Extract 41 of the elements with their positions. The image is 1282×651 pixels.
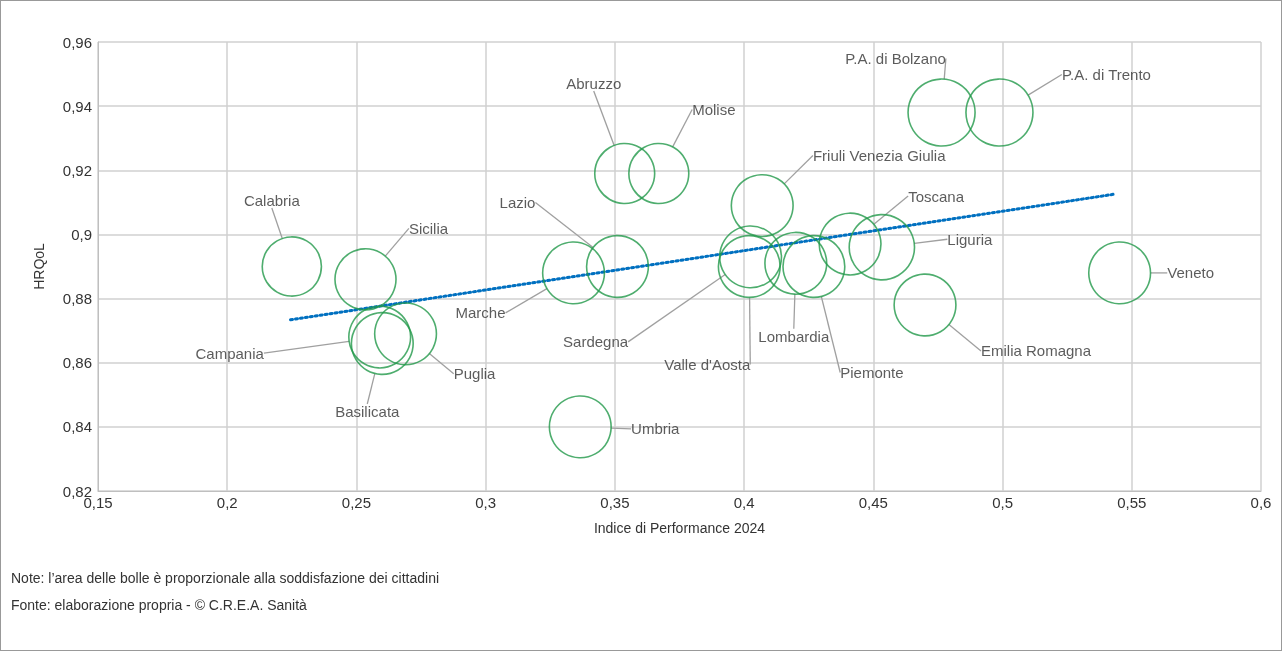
text: Abruzzo [566, 74, 622, 92]
series-label: Puglia [453, 365, 497, 383]
text: Basilicata [335, 402, 401, 420]
text: Sicilia [408, 219, 449, 237]
series-label: Veneto [1167, 264, 1214, 282]
text: Valle d'Aosta [664, 356, 751, 373]
x-axis-title: Indice di Performance 2024 [593, 520, 766, 536]
text: Lombardia [758, 327, 830, 345]
source-note: Fonte: elaborazione propria - © C.R.E.A. Sanità [11, 597, 308, 613]
x-tick-label: 0,2 [216, 494, 238, 511]
text: Lazio [499, 194, 536, 211]
y-tick-label: 0,92 [62, 161, 92, 179]
y-tick-label: 0,96 [62, 33, 92, 51]
y-tick-label: 0,86 [62, 354, 92, 372]
text: Friuli Venezia Giulia [812, 147, 947, 165]
y-tick-label: 0,9 [71, 225, 92, 243]
x-tick-label: 0,6 [1250, 494, 1272, 511]
text: Marche [455, 304, 506, 322]
series-label: P.A. di Bolzano [845, 50, 946, 68]
y-tick-label: 0,84 [62, 418, 92, 436]
x-tick-label: 0,25 [341, 494, 372, 511]
text: Campania [195, 344, 265, 362]
x-tick-label: 0,55 [1117, 494, 1147, 511]
y-tick-label: 0,94 [62, 97, 92, 115]
text: Sardegna [563, 333, 629, 351]
y-tick-label: 0,88 [62, 290, 92, 308]
y-axis-title: HRQoL [31, 242, 47, 290]
text: Molise [692, 100, 736, 118]
series-label: Umbria [631, 420, 681, 438]
text: Piemonte [840, 364, 904, 381]
x-tick-label: 0,5 [992, 494, 1013, 511]
text: Emilia Romagna [981, 342, 1092, 360]
text: Liguria [947, 230, 994, 248]
x-tick-label: 0,4 [733, 494, 755, 511]
x-tick-label: 0,45 [858, 494, 888, 511]
text: P.A. di Trento [1061, 66, 1151, 84]
x-tick-label: 0,3 [475, 494, 497, 511]
x-tick-label: 0,35 [600, 494, 630, 511]
text: Toscana [908, 187, 965, 205]
text: Note: l’area delle bolle è proporzionale alla soddisfazione dei cittadini [11, 570, 440, 586]
series-label: Calabria [243, 192, 301, 209]
